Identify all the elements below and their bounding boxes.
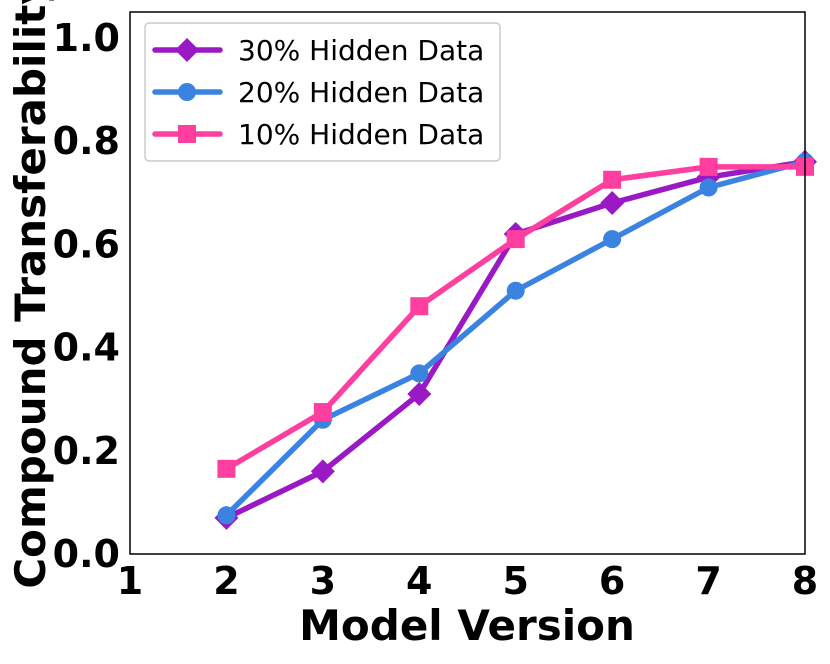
data-point [410,364,429,383]
data-point [217,506,236,525]
x-tick-label: 6 [599,559,625,603]
data-point [217,459,236,478]
data-point [699,178,718,197]
legend-entry: 20% Hidden Data [152,76,484,109]
y-axis-title: Compound Transferability [6,0,55,589]
x-tick-label: 4 [406,559,432,603]
y-tick-label: 0.0 [53,532,120,576]
series-3 [217,157,814,478]
data-point [603,230,622,249]
series-2 [217,152,814,525]
data-point [699,157,718,176]
y-axis-ticks: 0.0 0.2 0.4 0.6 0.8 1.0 [53,16,120,576]
legend-label: 30% Hidden Data [238,34,484,67]
y-tick-label: 0.8 [53,119,120,163]
legend-label: 20% Hidden Data [238,76,484,109]
data-point [407,381,432,406]
plot-frame [129,11,806,555]
x-tick-label: 5 [502,559,528,603]
data-point [310,459,335,484]
data-point [603,170,622,189]
x-axis-title: Model Version [299,601,635,650]
legend-frame [144,22,501,162]
x-tick-label: 1 [117,559,143,603]
legend-label: 10% Hidden Data [238,118,484,151]
series-1 [214,149,817,530]
x-tick-label: 7 [695,559,721,603]
legend-marker [175,38,199,62]
data-point [313,403,332,422]
data-point [410,297,429,316]
legend: 30% Hidden Data 20% Hidden Data 10% Hidden… [144,22,501,162]
legend-marker [178,83,196,101]
legend-marker [178,125,196,143]
x-axis-ticks: 1 2 3 4 5 6 7 8 [117,559,818,603]
series-line [223,158,808,521]
x-tick-label: 3 [310,559,336,603]
legend-entry: 10% Hidden Data [152,118,484,151]
y-tick-label: 1.0 [53,16,120,60]
series-line [223,164,808,472]
x-tick-label: 2 [213,559,239,603]
data-point [506,230,525,249]
data-point [506,281,525,300]
plot-area [214,149,817,530]
y-tick-label: 0.6 [53,222,120,266]
y-tick-label: 0.4 [53,326,120,370]
legend-entry: 30% Hidden Data [152,34,484,67]
data-point [600,190,625,215]
y-tick-label: 0.2 [53,429,120,473]
series-line [223,158,808,519]
x-tick-label: 8 [792,559,818,603]
